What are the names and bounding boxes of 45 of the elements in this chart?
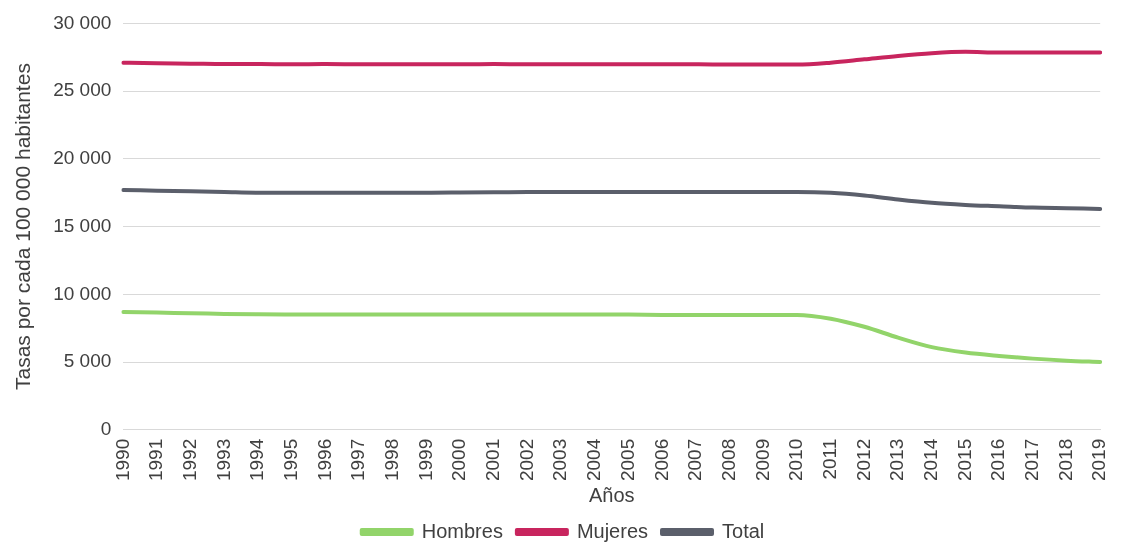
line-series	[121, 188, 1103, 211]
x-tick-label: 2005	[616, 438, 638, 482]
x-tick-label: 2002	[515, 438, 537, 482]
x-tick-label: 2001	[482, 438, 504, 482]
legend-label: Hombres	[421, 519, 503, 542]
x-tick-label: 1996	[313, 438, 335, 482]
y-tick-label: 15 000	[53, 214, 112, 236]
y-tick-label: 20 000	[53, 147, 112, 169]
line-series	[121, 309, 1103, 365]
y-tick-label: 5 000	[63, 350, 112, 372]
x-tick-label: 2019	[1088, 438, 1110, 482]
x-tick-label: 1995	[279, 438, 301, 482]
x-tick-label: 2012	[852, 438, 874, 482]
y-axis-title: Tasas por cada 100 000 habitantes	[11, 63, 35, 391]
legend-label: Total	[722, 519, 765, 542]
x-tick-label: 1993	[212, 438, 234, 482]
x-tick-label: 1998	[381, 438, 403, 482]
x-tick-label: 2013	[886, 438, 908, 482]
x-tick-label: 2015	[953, 438, 975, 482]
line-series	[121, 49, 1103, 67]
x-tick-label: 1997	[347, 438, 369, 482]
x-tick-label: 2009	[751, 438, 773, 482]
x-tick-label: 1991	[145, 438, 167, 482]
x-tick-label: 2018	[1054, 438, 1076, 482]
y-tick-label: 25 000	[53, 79, 112, 101]
x-tick-label: 2003	[549, 438, 571, 482]
x-tick-label: 2016	[987, 438, 1009, 482]
x-tick-label: 2008	[717, 438, 739, 482]
x-tick-label: 2017	[1021, 438, 1043, 482]
x-tick-label: 2006	[650, 438, 672, 482]
y-tick-label: 30 000	[53, 11, 112, 33]
x-tick-label: 1994	[246, 438, 268, 482]
x-tick-label: 1992	[178, 438, 200, 482]
x-tick-label: 1999	[414, 438, 436, 482]
x-tick-label: 2004	[583, 438, 605, 482]
x-tick-label: 2014	[920, 438, 942, 482]
legend-label: Mujeres	[576, 519, 649, 542]
x-tick-label: 2000	[448, 438, 470, 482]
y-tick-label: 10 000	[53, 282, 112, 304]
x-tick-label: 2010	[785, 438, 807, 482]
y-tick-label: 0	[100, 417, 112, 439]
x-tick-label: 2011	[818, 438, 840, 480]
x-tick-label: 1990	[111, 438, 133, 482]
x-tick-label: 2007	[684, 438, 706, 482]
x-axis-title: Años	[588, 483, 635, 506]
